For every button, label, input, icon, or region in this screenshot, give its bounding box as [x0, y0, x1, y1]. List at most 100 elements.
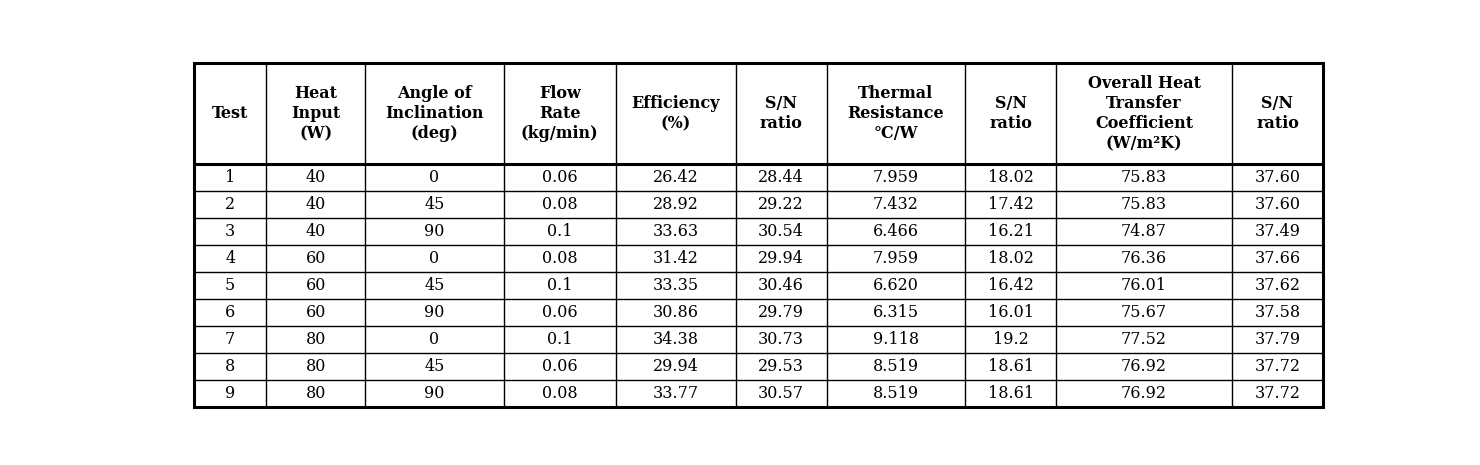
Text: 0.06: 0.06 — [542, 169, 577, 186]
Text: 0.1: 0.1 — [548, 277, 573, 294]
Text: 0.06: 0.06 — [542, 304, 577, 321]
Text: 37.60: 37.60 — [1255, 169, 1301, 186]
Text: 0.1: 0.1 — [548, 223, 573, 240]
Text: 33.63: 33.63 — [653, 223, 699, 240]
Text: Thermal
Resistance
°C/W: Thermal Resistance °C/W — [848, 85, 944, 142]
Text: 26.42: 26.42 — [653, 169, 699, 186]
Text: 0: 0 — [429, 331, 440, 348]
Text: 40: 40 — [305, 196, 326, 213]
Text: 30.73: 30.73 — [758, 331, 804, 348]
Text: 37.66: 37.66 — [1255, 250, 1301, 267]
Text: 30.86: 30.86 — [653, 304, 699, 321]
Text: 7.959: 7.959 — [873, 250, 919, 267]
Text: 30.57: 30.57 — [758, 385, 804, 402]
Text: 29.22: 29.22 — [758, 196, 804, 213]
Text: 16.42: 16.42 — [987, 277, 1033, 294]
Text: 37.79: 37.79 — [1255, 331, 1301, 348]
Text: 6.620: 6.620 — [873, 277, 919, 294]
Text: 28.92: 28.92 — [653, 196, 699, 213]
Text: 0: 0 — [429, 169, 440, 186]
Text: 31.42: 31.42 — [653, 250, 699, 267]
Text: 37.72: 37.72 — [1255, 358, 1301, 375]
Text: 37.72: 37.72 — [1255, 385, 1301, 402]
Text: 8: 8 — [225, 358, 235, 375]
Text: 0.08: 0.08 — [542, 250, 577, 267]
Text: 75.67: 75.67 — [1120, 304, 1168, 321]
Text: 17.42: 17.42 — [987, 196, 1033, 213]
Text: 30.46: 30.46 — [758, 277, 804, 294]
Text: 19.2: 19.2 — [993, 331, 1029, 348]
Text: 60: 60 — [305, 277, 326, 294]
Text: 33.77: 33.77 — [653, 385, 699, 402]
Text: 45: 45 — [425, 358, 444, 375]
Text: 7.432: 7.432 — [873, 196, 919, 213]
Text: 16.01: 16.01 — [987, 304, 1033, 321]
Text: 90: 90 — [425, 304, 444, 321]
Text: 90: 90 — [425, 223, 444, 240]
Text: 90: 90 — [425, 385, 444, 402]
Text: 6: 6 — [225, 304, 235, 321]
Text: 18.02: 18.02 — [987, 169, 1033, 186]
Text: 7.959: 7.959 — [873, 169, 919, 186]
Text: 29.79: 29.79 — [758, 304, 804, 321]
Text: 0.06: 0.06 — [542, 358, 577, 375]
Text: 18.02: 18.02 — [987, 250, 1033, 267]
Text: 77.52: 77.52 — [1120, 331, 1168, 348]
Text: Flow
Rate
(kg/min): Flow Rate (kg/min) — [521, 85, 598, 142]
Text: 76.92: 76.92 — [1120, 385, 1168, 402]
Text: 76.36: 76.36 — [1120, 250, 1168, 267]
Text: Angle of
Inclination
(deg): Angle of Inclination (deg) — [385, 85, 484, 142]
Text: 8.519: 8.519 — [873, 385, 919, 402]
Text: 16.21: 16.21 — [987, 223, 1033, 240]
Text: 80: 80 — [305, 385, 326, 402]
Text: 80: 80 — [305, 358, 326, 375]
Text: 7: 7 — [225, 331, 235, 348]
Text: 29.94: 29.94 — [653, 358, 699, 375]
Text: 29.53: 29.53 — [758, 358, 804, 375]
Text: 80: 80 — [305, 331, 326, 348]
Text: 2: 2 — [225, 196, 235, 213]
Text: 0.08: 0.08 — [542, 196, 577, 213]
Text: 4: 4 — [225, 250, 235, 267]
Text: 37.49: 37.49 — [1255, 223, 1301, 240]
Text: Efficiency
(%): Efficiency (%) — [632, 95, 721, 132]
Text: 9: 9 — [225, 385, 235, 402]
Text: 40: 40 — [305, 223, 326, 240]
Text: Heat
Input
(W): Heat Input (W) — [292, 85, 340, 142]
Text: 45: 45 — [425, 196, 444, 213]
Text: 37.60: 37.60 — [1255, 196, 1301, 213]
Text: 18.61: 18.61 — [987, 385, 1033, 402]
Text: 9.118: 9.118 — [873, 331, 919, 348]
Text: 6.315: 6.315 — [873, 304, 919, 321]
Text: S/N
ratio: S/N ratio — [989, 95, 1032, 132]
Text: 60: 60 — [305, 304, 326, 321]
Text: 40: 40 — [305, 169, 326, 186]
Text: 0: 0 — [429, 250, 440, 267]
Text: 74.87: 74.87 — [1120, 223, 1168, 240]
Text: 33.35: 33.35 — [653, 277, 699, 294]
Text: 37.62: 37.62 — [1255, 277, 1301, 294]
Text: 30.54: 30.54 — [758, 223, 804, 240]
Text: 28.44: 28.44 — [758, 169, 804, 186]
Text: S/N
ratio: S/N ratio — [759, 95, 802, 132]
Text: 75.83: 75.83 — [1120, 169, 1168, 186]
Text: 0.08: 0.08 — [542, 385, 577, 402]
Text: 60: 60 — [305, 250, 326, 267]
Text: 18.61: 18.61 — [987, 358, 1033, 375]
Text: 76.92: 76.92 — [1120, 358, 1168, 375]
Text: S/N
ratio: S/N ratio — [1257, 95, 1299, 132]
Text: 5: 5 — [225, 277, 235, 294]
Text: 76.01: 76.01 — [1120, 277, 1168, 294]
Text: 37.58: 37.58 — [1255, 304, 1301, 321]
Text: 8.519: 8.519 — [873, 358, 919, 375]
Text: 6.466: 6.466 — [873, 223, 919, 240]
Text: Overall Heat
Transfer
Coefficient
(W/m²K): Overall Heat Transfer Coefficient (W/m²K… — [1088, 75, 1200, 153]
Text: 0.1: 0.1 — [548, 331, 573, 348]
Text: 29.94: 29.94 — [758, 250, 804, 267]
Text: 45: 45 — [425, 277, 444, 294]
Text: 1: 1 — [225, 169, 235, 186]
Text: 34.38: 34.38 — [653, 331, 699, 348]
Text: Test: Test — [212, 105, 249, 122]
Text: 3: 3 — [225, 223, 235, 240]
Text: 75.83: 75.83 — [1120, 196, 1168, 213]
